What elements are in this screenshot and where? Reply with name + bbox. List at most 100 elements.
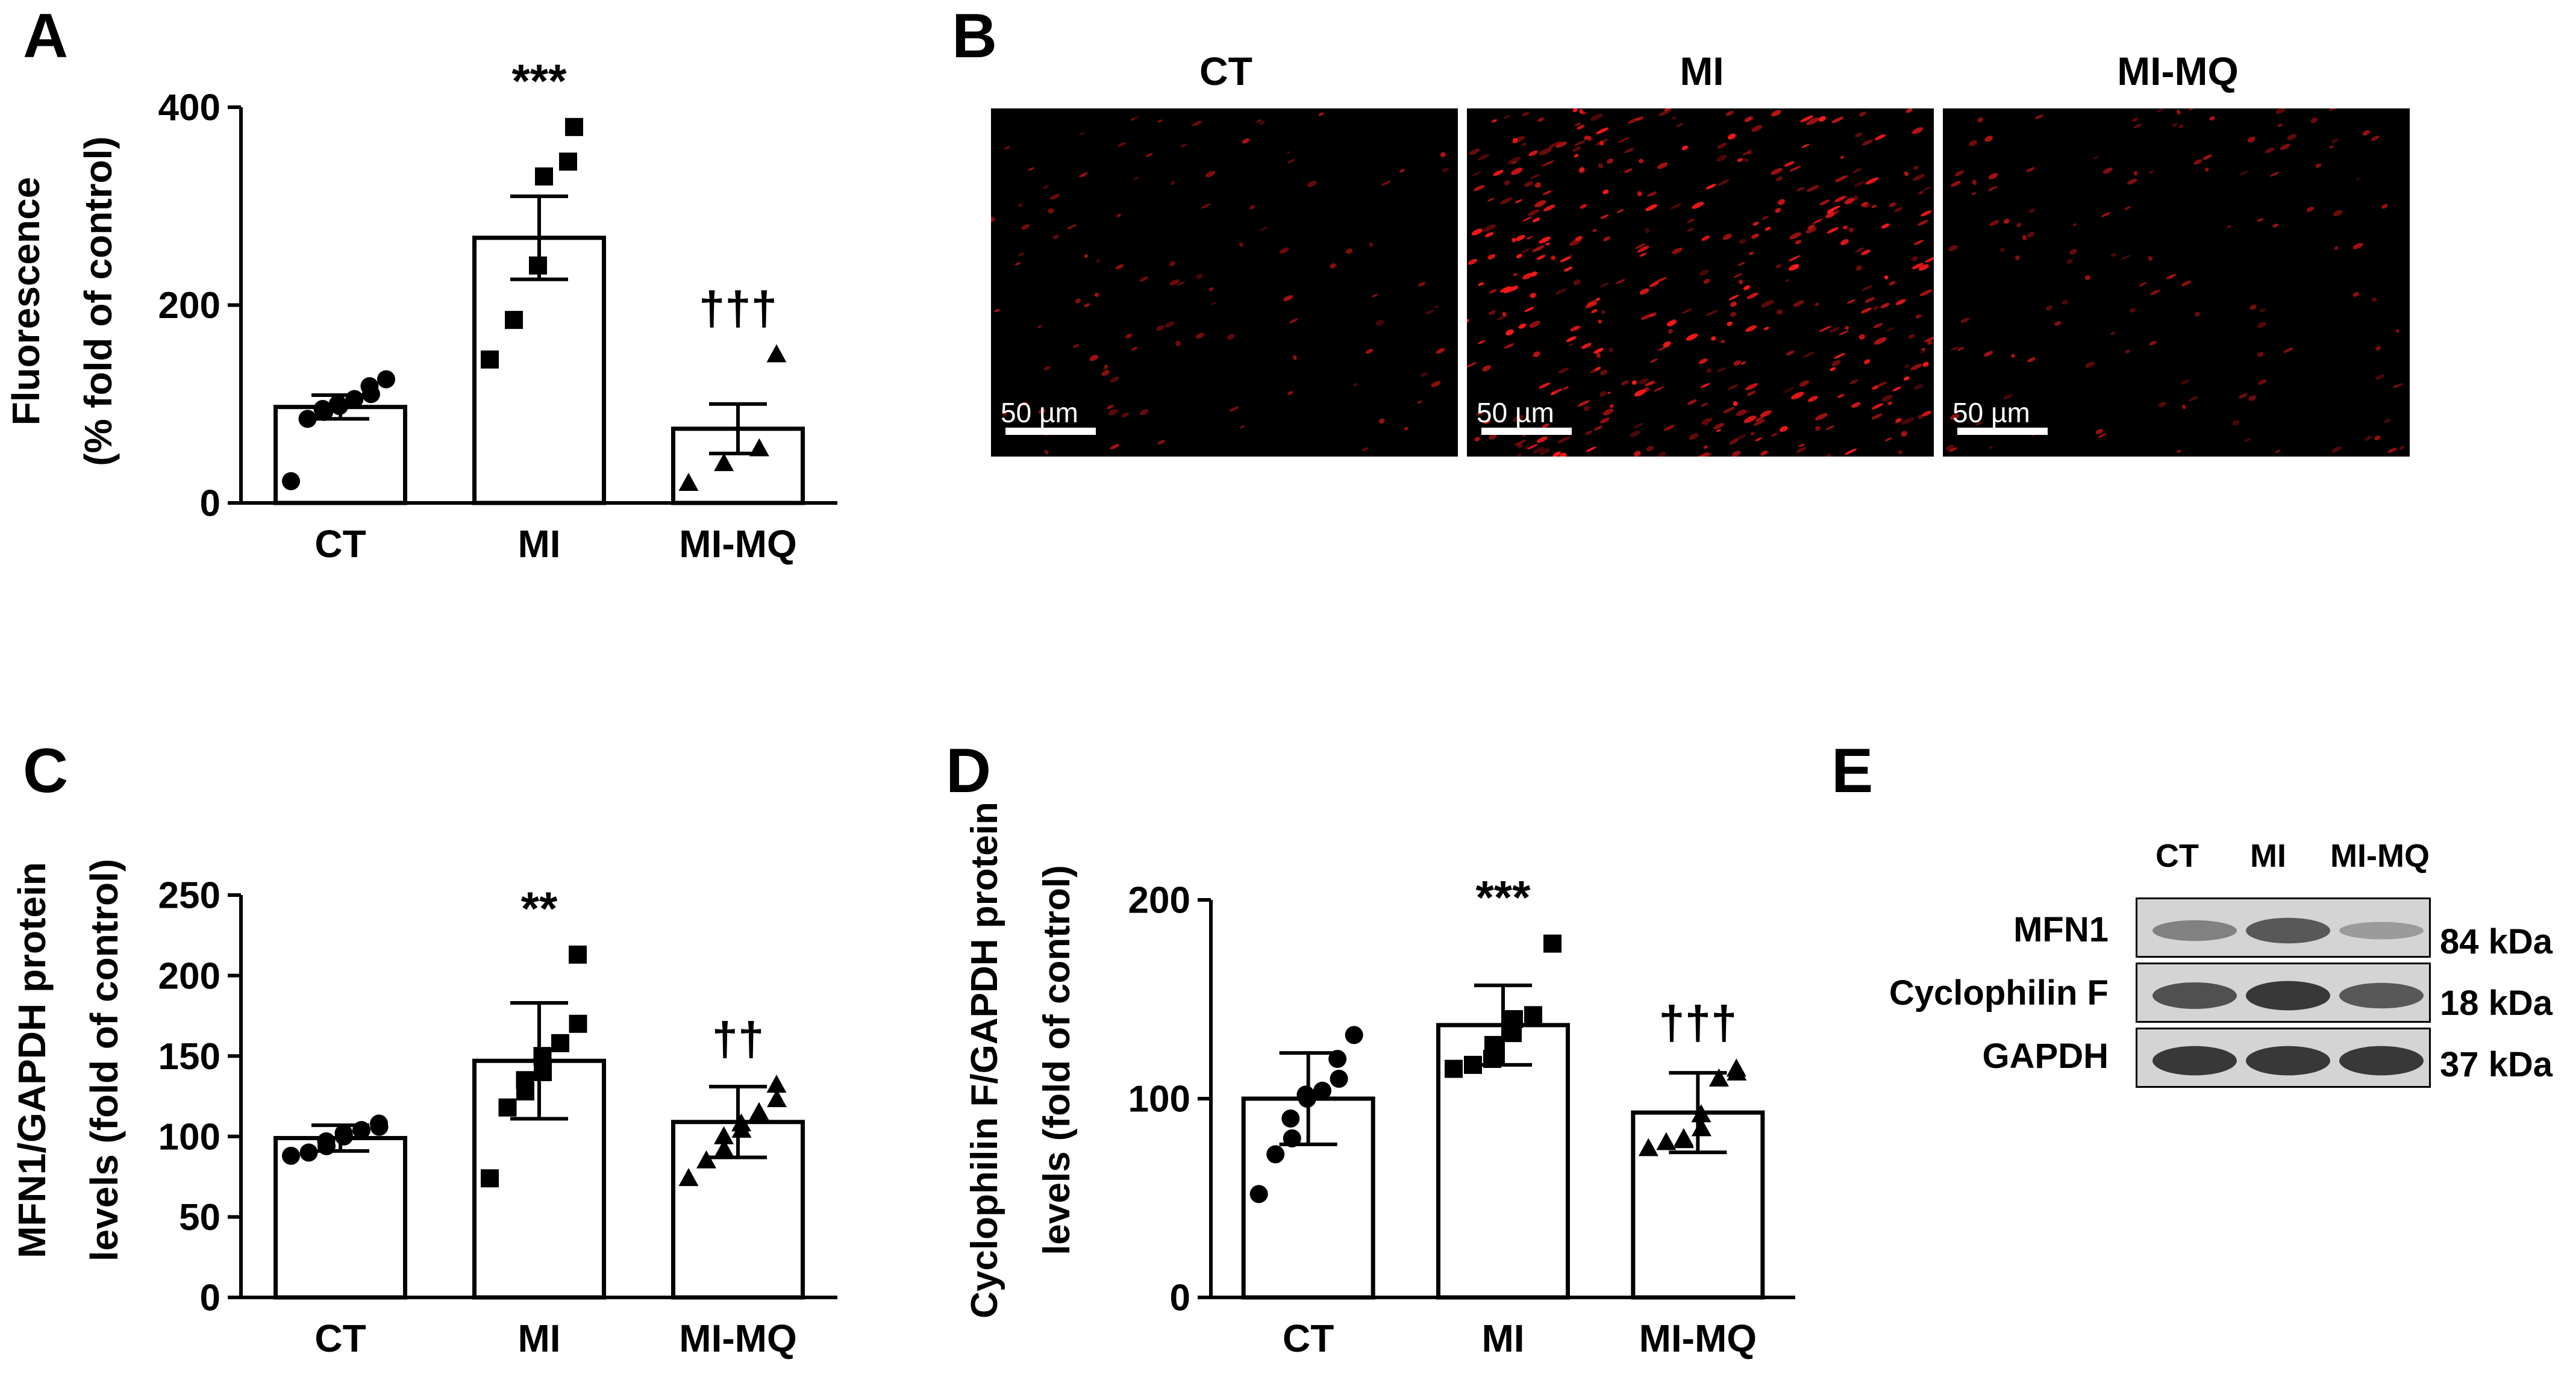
spot-1-388 <box>1798 443 1805 448</box>
spot-1-151 <box>1913 240 1924 245</box>
spot-1-272 <box>1568 343 1574 346</box>
spot-1-202 <box>1522 272 1533 279</box>
spot-1-340 <box>1853 195 1859 201</box>
spot-1-279 <box>1521 142 1527 147</box>
spot-1-31 <box>1876 381 1887 387</box>
spot-0-5 <box>1075 298 1081 304</box>
spot-1-155 <box>1552 451 1562 457</box>
chart-d-point-0-9 <box>1345 1026 1363 1044</box>
chart-a-ytick-label-1: 200 <box>158 285 220 326</box>
spot-2-67 <box>2129 308 2136 313</box>
spot-1-363 <box>1830 367 1836 372</box>
chart-c-point-0-8 <box>370 1114 388 1133</box>
wb-band-1-0 <box>2152 982 2237 1009</box>
chart-d-ytick-label-0: 0 <box>1170 1278 1190 1319</box>
spot-1-186 <box>1700 382 1710 389</box>
spot-1-113 <box>1570 325 1580 331</box>
spot-1-286 <box>1873 323 1883 328</box>
spot-0-102 <box>1133 176 1139 180</box>
spot-1-97 <box>1760 410 1772 417</box>
spot-1-210 <box>1624 148 1634 154</box>
spot-1-72 <box>1596 127 1608 134</box>
spot-2-88 <box>2395 329 2399 333</box>
spot-2-74 <box>2265 147 2275 154</box>
spot-0-66 <box>1242 138 1250 144</box>
chart-a-ytick-label-0: 0 <box>200 483 220 525</box>
spot-1-409 <box>1859 111 1866 117</box>
spot-0-1 <box>1052 234 1060 240</box>
chart-a-point-0-5 <box>328 395 347 413</box>
spot-1-188 <box>1558 367 1569 373</box>
spot-1-320 <box>1834 353 1845 359</box>
spot-1-139 <box>1755 417 1764 422</box>
spot-0-100 <box>1283 295 1293 302</box>
spot-1-380 <box>1663 425 1675 431</box>
spot-0-63 <box>1431 381 1441 387</box>
chart-d-point-0-6 <box>1313 1081 1331 1100</box>
spot-1-19 <box>1802 351 1815 358</box>
spot-1-389 <box>1687 399 1697 405</box>
spot-1-130 <box>1681 308 1692 314</box>
spot-2-31 <box>2329 108 2337 111</box>
spot-2-95 <box>2372 297 2377 302</box>
spot-0-6 <box>1028 167 1034 171</box>
spot-1-244 <box>1751 125 1763 132</box>
spot-1-83 <box>1874 337 1887 345</box>
chart-d-point-2-3 <box>1674 1128 1694 1146</box>
spot-0-65 <box>994 308 1000 313</box>
spot-1-228 <box>1560 256 1571 263</box>
spot-1-213 <box>1903 376 1910 381</box>
spot-1-46 <box>1887 401 1893 405</box>
spot-1-227 <box>1539 448 1550 455</box>
spot-1-360 <box>1775 208 1781 213</box>
chart-d-sig-1: *** <box>1475 871 1531 924</box>
spot-2-41 <box>2329 145 2334 149</box>
spot-1-236 <box>1844 198 1855 205</box>
spot-1-331 <box>1917 220 1928 226</box>
spot-1-82 <box>1704 423 1709 426</box>
spot-2-110 <box>1957 346 1965 351</box>
spot-1-346 <box>1670 203 1682 210</box>
spot-1-104 <box>1484 420 1490 424</box>
wb-band-0-2 <box>2339 922 2424 940</box>
scale-label-mi-mq: 50 µm <box>1952 397 2030 428</box>
spot-2-91 <box>2272 223 2279 228</box>
spot-0-89 <box>1442 167 1449 172</box>
spot-1-17 <box>1639 252 1647 257</box>
spot-0-76 <box>1318 112 1324 116</box>
spot-1-215 <box>1872 385 1878 390</box>
spot-1-57 <box>1527 444 1538 450</box>
spot-1-122 <box>1649 313 1657 317</box>
spot-2-122 <box>2027 231 2035 237</box>
spot-1-152 <box>1473 185 1485 192</box>
spot-2-85 <box>1971 192 1977 195</box>
spot-1-4 <box>1745 383 1758 390</box>
chart-a-sig-1: *** <box>511 54 567 107</box>
chart-c-point-2-3 <box>714 1126 734 1144</box>
spot-0-68 <box>1196 273 1203 279</box>
spot-1-312 <box>1582 111 1587 115</box>
spot-2-75 <box>2072 223 2077 226</box>
spot-0-36 <box>1110 444 1120 450</box>
spot-2-97 <box>1946 445 1955 451</box>
spot-0-95 <box>1103 366 1108 370</box>
spot-1-311 <box>1855 265 1862 271</box>
chart-a-point-0-9 <box>377 370 395 389</box>
wb-kda-mfn1: 84 kDa <box>2440 922 2553 961</box>
spot-1-42 <box>1637 246 1649 253</box>
spot-1-339 <box>1722 234 1732 240</box>
spot-1-191 <box>1859 334 1866 340</box>
spot-1-250 <box>1849 379 1859 384</box>
chart-a-category-0: CT <box>314 522 366 566</box>
spot-1-206 <box>1545 242 1550 246</box>
spot-1-154 <box>1800 115 1813 122</box>
spot-1-396 <box>1737 261 1746 266</box>
panel-label-e: E <box>1831 736 1874 806</box>
spot-1-414 <box>1895 419 1902 424</box>
spot-1-12 <box>1624 168 1633 173</box>
spot-1-47 <box>1572 108 1578 113</box>
spot-2-118 <box>2176 109 2181 115</box>
spot-1-138 <box>1492 119 1498 123</box>
spot-2-116 <box>2125 349 2131 354</box>
spot-1-308 <box>1600 369 1608 375</box>
